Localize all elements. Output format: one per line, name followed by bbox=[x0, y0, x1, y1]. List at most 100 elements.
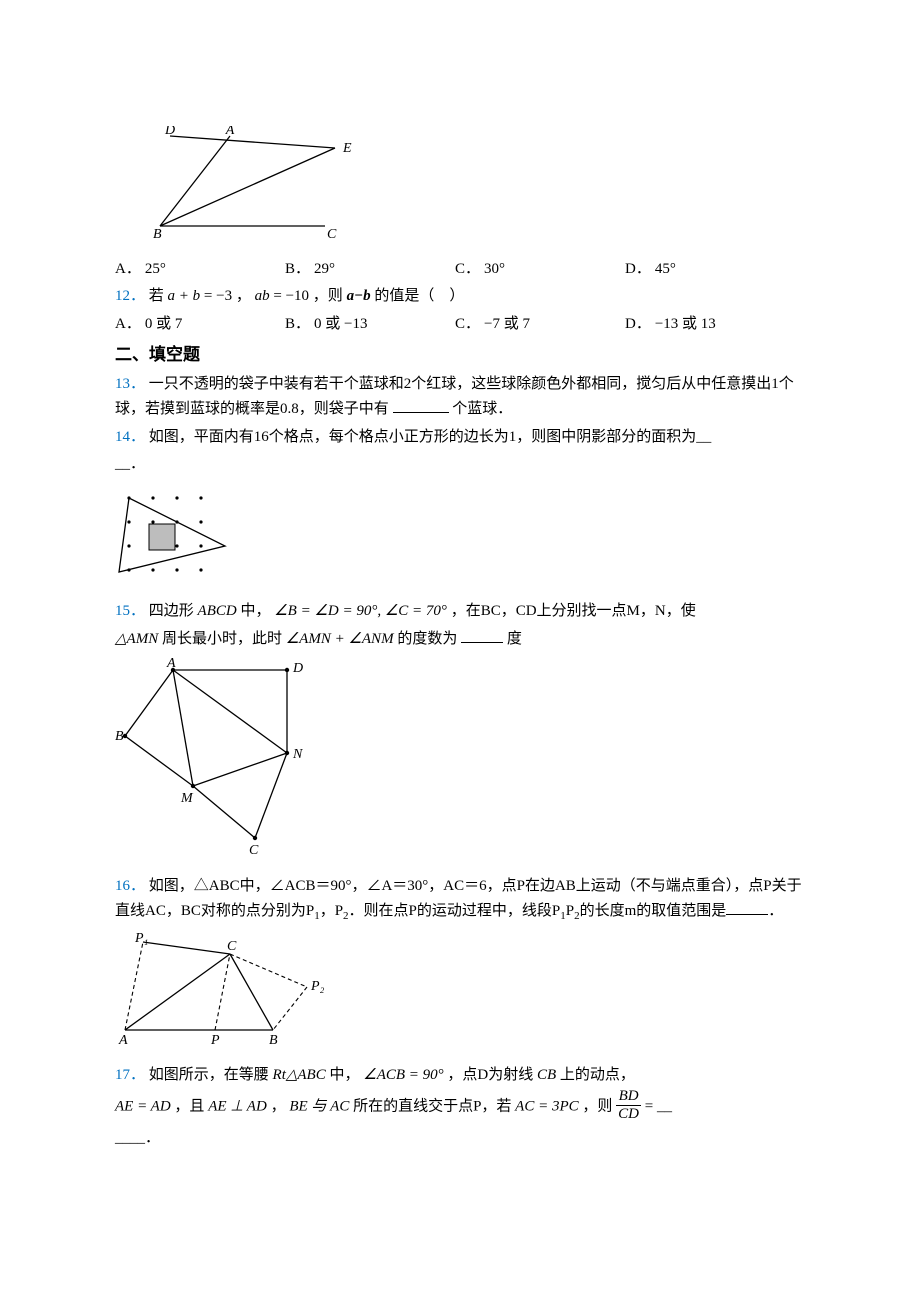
choice-text: −13 或 13 bbox=[655, 312, 716, 338]
label-P1: P₁ bbox=[134, 932, 148, 946]
t: 的度数为 bbox=[397, 631, 457, 647]
q14-text-2: __． bbox=[115, 456, 145, 472]
math: AE = AD bbox=[115, 1099, 171, 1115]
t: ． bbox=[768, 903, 783, 919]
q17: 17． 如图所示，在等腰 Rt△ABC 中， ∠ACB = 90° ，点D为射线… bbox=[115, 1063, 805, 1089]
q13: 13． 一只不透明的袋子中装有若干个蓝球和2个红球，这些球除颜色外都相同，搅匀后… bbox=[115, 372, 805, 423]
q12-choice-D: D． −13 或 13 bbox=[625, 312, 795, 338]
t: = bbox=[273, 288, 285, 304]
t: ，P bbox=[320, 903, 343, 919]
q14-number: 14． bbox=[115, 429, 145, 445]
q13-text-2: 个蓝球． bbox=[452, 401, 512, 417]
t: ，则 bbox=[582, 1099, 616, 1115]
t: 上的动点， bbox=[560, 1067, 635, 1083]
t: = __ bbox=[645, 1099, 672, 1115]
label-P2: P₂ bbox=[310, 979, 325, 994]
choice-text: 25° bbox=[145, 257, 166, 283]
label-P: P bbox=[210, 1033, 220, 1047]
t: −10 bbox=[286, 288, 309, 304]
page-root: D A E B C A． 25° B． 29° C． 30° D． 45° 12… bbox=[0, 0, 920, 1214]
q15-line2: △AMN 周长最小时，此时 ∠AMN + ∠ANM 的度数为 度 bbox=[115, 627, 805, 653]
frac-num: BD bbox=[616, 1088, 641, 1106]
q16-number: 16． bbox=[115, 878, 145, 894]
t: ，则 bbox=[313, 288, 347, 304]
math: a−b bbox=[347, 288, 371, 304]
q11-diagram: D A E B C bbox=[145, 126, 355, 241]
t: 度 bbox=[507, 631, 522, 647]
q12-choice-A: A． 0 或 7 bbox=[115, 312, 285, 338]
t: ，在BC，CD上分别找一点M，N，使 bbox=[451, 603, 696, 619]
choice-label: A． bbox=[115, 257, 145, 283]
q12-choice-C: C． −7 或 7 bbox=[455, 312, 625, 338]
q15-diagram: A D B N M C bbox=[115, 658, 315, 858]
figure-q15: A D B N M C bbox=[115, 658, 805, 868]
choice-label: B． bbox=[285, 257, 314, 283]
math: ab bbox=[255, 288, 270, 304]
figure-q16: P₁ C P₂ A P B bbox=[115, 932, 805, 1057]
t: 的长度m的取值范围是 bbox=[580, 903, 727, 919]
math: ∠ACB = 90° bbox=[363, 1067, 443, 1083]
choice-label: C． bbox=[455, 257, 484, 283]
choice-text: 45° bbox=[655, 257, 676, 283]
section-2-heading: 二、填空题 bbox=[115, 341, 805, 370]
t: 中， bbox=[329, 1067, 359, 1083]
q12-choice-B: B． 0 或 −13 bbox=[285, 312, 455, 338]
q17-number: 17． bbox=[115, 1067, 145, 1083]
t: P bbox=[566, 903, 574, 919]
figure-q11: D A E B C bbox=[145, 126, 805, 251]
q16-blank bbox=[726, 914, 768, 915]
q14-cont: __． bbox=[115, 452, 805, 478]
math: ABCD bbox=[198, 603, 237, 619]
q15: 15． 四边形 ABCD 中， ∠B = ∠D = 90°, ∠C = 70° … bbox=[115, 599, 805, 625]
choice-label: A． bbox=[115, 312, 145, 338]
q11-choice-A: A． 25° bbox=[115, 257, 285, 283]
label-N: N bbox=[292, 747, 303, 762]
label-C: C bbox=[227, 939, 237, 954]
q17-line3: ____． bbox=[115, 1126, 805, 1152]
t: ， bbox=[236, 288, 251, 304]
shaded-square bbox=[149, 524, 175, 550]
label-B: B bbox=[115, 729, 124, 744]
q11-choice-D: D． 45° bbox=[625, 257, 795, 283]
math: AE ⊥ AD bbox=[208, 1099, 267, 1115]
figure-q14 bbox=[115, 484, 805, 594]
frac-den: CD bbox=[616, 1106, 641, 1123]
math: a + b bbox=[168, 288, 201, 304]
q14: 14． 如图，平面内有16个格点，每个格点小正方形的边长为1，则图中阴影部分的面… bbox=[115, 425, 805, 451]
q11-choices: A． 25° B． 29° C． 30° D． 45° bbox=[115, 257, 805, 283]
choice-label: B． bbox=[285, 312, 314, 338]
math: ∠AMN + ∠ANM bbox=[286, 631, 394, 647]
q17-line2: AE = AD ，且 AE ⊥ AD ， BE 与 AC 所在的直线交于点P，若… bbox=[115, 1090, 805, 1124]
q12-choices: A． 0 或 7 B． 0 或 −13 C． −7 或 7 D． −13 或 1… bbox=[115, 312, 805, 338]
t: 所在的直线交于点P，若 bbox=[353, 1099, 515, 1115]
t: 若 bbox=[149, 288, 168, 304]
q12-number: 12． bbox=[115, 288, 145, 304]
q14-text-1: 如图，平面内有16个格点，每个格点小正方形的边长为1，则图中阴影部分的面积为__ bbox=[149, 429, 712, 445]
t: 周长最小时，此时 bbox=[162, 631, 286, 647]
math: BE 与 AC bbox=[289, 1099, 349, 1115]
q12: 12． 若 a + b = −3 ， ab = −10 ，则 a−b 的值是（ … bbox=[115, 284, 805, 310]
label-A: A bbox=[225, 126, 235, 138]
choice-text: 29° bbox=[314, 257, 335, 283]
choice-text: 0 或 7 bbox=[145, 312, 183, 338]
t: 中， bbox=[240, 603, 270, 619]
choice-text: −7 或 7 bbox=[484, 312, 530, 338]
choice-text: 0 或 −13 bbox=[314, 312, 367, 338]
fraction-bd-cd: BD CD bbox=[616, 1088, 641, 1122]
choice-label: D． bbox=[625, 257, 655, 283]
math: ∠B = ∠D = 90°, ∠C = 70° bbox=[274, 603, 447, 619]
t: = bbox=[204, 288, 216, 304]
choice-text: 30° bbox=[484, 257, 505, 283]
q14-diagram bbox=[115, 484, 245, 584]
label-D: D bbox=[292, 661, 303, 676]
math: AC = 3PC bbox=[515, 1099, 578, 1115]
q15-blank bbox=[461, 642, 503, 643]
label-B: B bbox=[153, 227, 162, 241]
t: ， bbox=[271, 1099, 286, 1115]
label-B: B bbox=[269, 1033, 278, 1047]
q11-choice-C: C． 30° bbox=[455, 257, 625, 283]
t: 如图所示，在等腰 bbox=[149, 1067, 273, 1083]
t: −3 bbox=[216, 288, 232, 304]
label-E: E bbox=[342, 141, 352, 156]
label-D: D bbox=[164, 126, 175, 138]
